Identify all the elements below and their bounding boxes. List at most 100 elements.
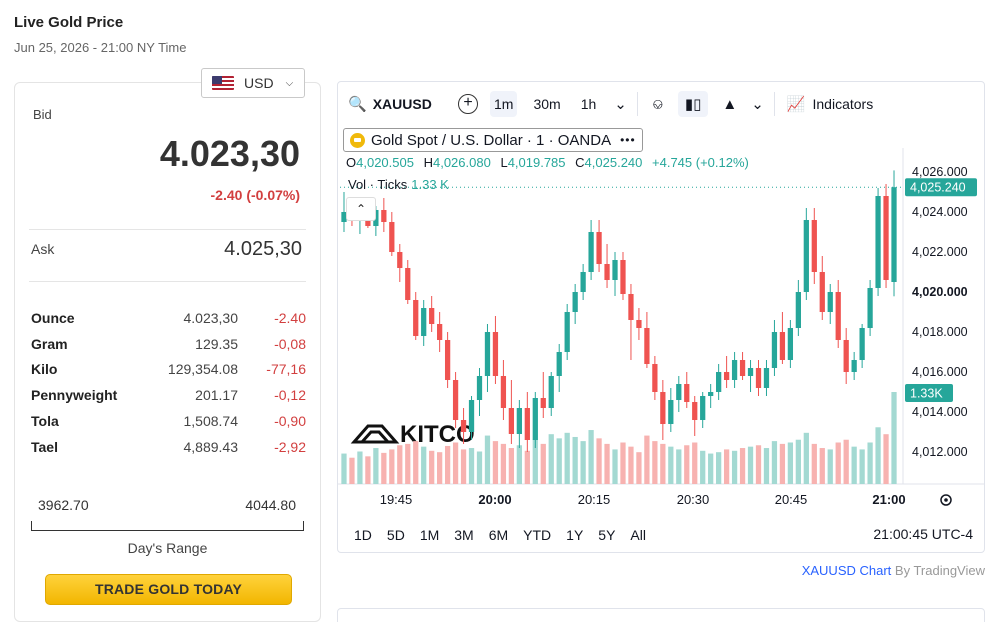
volume-bar (859, 449, 865, 484)
volume-axis-label: 1.33K (910, 387, 943, 401)
kitco-logo-icon (350, 424, 400, 444)
unit-change: -77,16 (266, 361, 306, 378)
candle-body (763, 368, 770, 388)
candle-body (516, 408, 522, 434)
bottom-card (337, 608, 985, 622)
day-range-bar (31, 521, 304, 531)
x-tick-label: 20:45 (775, 492, 808, 507)
volume-bar (819, 448, 825, 484)
unit-row-kilo: Kilo 129,354.08 -77,16 (31, 357, 306, 383)
candle-body (739, 360, 746, 376)
period-5y[interactable]: 5Y (598, 527, 616, 543)
interval-1h[interactable]: 1h (580, 96, 597, 112)
candle-body (803, 220, 809, 292)
volume-bar (500, 443, 507, 484)
unit-price: 1,508.74 (183, 413, 239, 430)
volume-bar (413, 441, 419, 484)
volume-bar (452, 442, 459, 484)
chevron-down-icon: ⌵ (285, 77, 294, 89)
x-tick-label: 19:45 (380, 492, 413, 507)
period-1m[interactable]: 1M (419, 527, 440, 543)
candle-body (700, 396, 706, 420)
chevron-down-icon[interactable]: ⌄ (614, 96, 627, 113)
change-value: +4.745 (+0.12%) (652, 155, 749, 170)
candle-body (421, 308, 427, 336)
open-label: O (346, 155, 357, 170)
low-label: L (500, 155, 508, 170)
candle-body (604, 264, 610, 280)
volume-bar (604, 443, 610, 484)
period-all[interactable]: All (630, 527, 646, 543)
compare-plus-icon[interactable]: + (458, 94, 478, 114)
collapse-legend-button[interactable]: ⌃ (346, 197, 376, 221)
volume-bar (460, 449, 467, 484)
volume-bar (588, 430, 594, 484)
attribution-link[interactable]: XAUUSD Chart (801, 563, 892, 578)
volume-bar (716, 452, 722, 484)
candlestick-chart-type-icon[interactable]: ▮▯ (677, 91, 709, 117)
period-selector: 1D 5D 1M 3M 6M YTD 1Y 5Y All (338, 517, 984, 552)
candle-body (716, 372, 722, 392)
ohlc-legend: O4,020.505 H4,026.080 L4,019.785 C4,025.… (346, 155, 755, 170)
volume-bar (803, 432, 809, 484)
low-value: 4,019.785 (507, 155, 566, 170)
period-5d[interactable]: 5D (386, 527, 405, 543)
volume-bar (755, 445, 762, 484)
bid-label: Bid (33, 107, 52, 122)
volume-bar (508, 448, 515, 484)
period-ytd[interactable]: YTD (523, 527, 552, 543)
candle-body (819, 272, 825, 312)
legend-title[interactable]: Gold Spot / U.S. Dollar · 1 · OANDA ••• (343, 128, 643, 152)
volume-bar (596, 438, 602, 484)
unit-price: 201.17 (195, 387, 238, 404)
chevron-down-icon[interactable]: ⌄ (751, 96, 764, 113)
period-1y[interactable]: 1Y (566, 527, 584, 543)
volume-bar (532, 439, 538, 484)
candle-body (548, 376, 554, 408)
us-flag-icon (212, 76, 234, 90)
volume-bar (644, 435, 650, 484)
gold-coin-icon (350, 132, 365, 148)
volume-bar (548, 434, 554, 484)
candle-body (500, 376, 507, 408)
volume-bar (771, 441, 778, 484)
bid-change: -2.40 (-0.07%) (210, 187, 300, 203)
interval-30m[interactable]: 30m (533, 96, 561, 112)
volume-bar (389, 449, 395, 484)
close-value: 4,025.240 (584, 155, 643, 170)
indicators-icon: 📈 (786, 96, 806, 113)
volume-bar (827, 449, 833, 484)
interval-1m[interactable]: 1m (490, 91, 518, 117)
price-chart[interactable]: 4,026.000 4,024.000 4,022.000 4,020.000 4,01… (338, 82, 985, 553)
period-3m[interactable]: 3M (454, 527, 474, 543)
volume-bar (708, 453, 714, 484)
last-price-label: 4,025.240 (910, 181, 966, 195)
candle-body (891, 187, 897, 282)
bar-chart-type-icon[interactable]: ⎉ (651, 95, 664, 113)
symbol-search[interactable]: 🔍 XAUUSD (348, 95, 448, 113)
volume-value: 1.33 K (411, 177, 449, 192)
volume-bar (341, 453, 347, 484)
candle-body (452, 380, 459, 420)
area-chart-type-icon[interactable]: ▲ (722, 95, 738, 113)
volume-bar (875, 427, 881, 484)
volume-bar (676, 449, 682, 484)
search-icon: 🔍 (348, 96, 367, 113)
attribution[interactable]: XAUUSD Chart By TradingView (802, 563, 985, 578)
x-tick-label: 21:00 (872, 492, 905, 507)
period-6m[interactable]: 6M (488, 527, 509, 543)
attribution-by: By TradingView (894, 563, 985, 578)
more-options-icon[interactable]: ••• (620, 133, 636, 147)
trade-gold-button[interactable]: TRADE GOLD TODAY (45, 574, 292, 605)
x-tick-label: 20:30 (677, 492, 710, 507)
indicators-button[interactable]: 📈 Indicators (787, 95, 873, 113)
volume-bar (763, 448, 770, 484)
volume-bar (349, 457, 355, 484)
volume-bar (381, 452, 387, 484)
volume-bar (867, 442, 873, 484)
period-1d[interactable]: 1D (354, 527, 372, 543)
volume-bar (421, 446, 427, 484)
currency-select[interactable]: USD ⌵ (201, 68, 305, 98)
candle-body (644, 328, 650, 364)
volume-bar (660, 443, 666, 484)
